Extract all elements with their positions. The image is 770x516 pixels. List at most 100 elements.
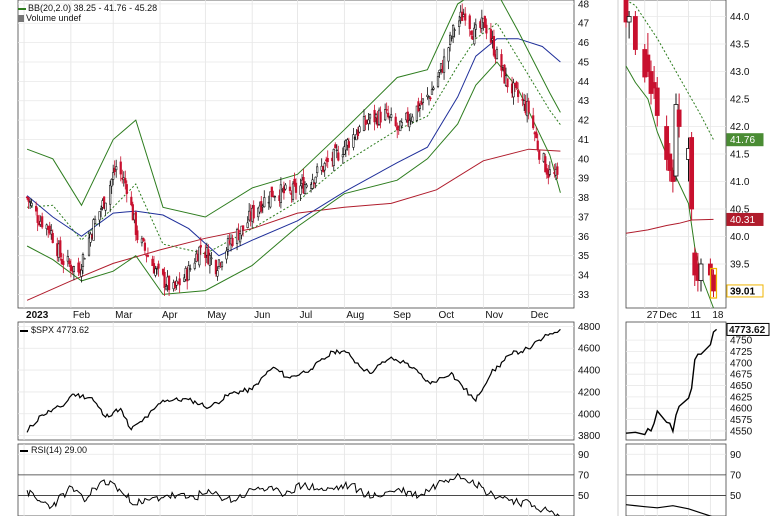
candle-body [220, 261, 224, 268]
zoom-spx-plot [625, 328, 718, 436]
y-tick-label: 4600 [730, 404, 753, 415]
spx-badge-label: 4773.62 [729, 325, 766, 336]
candle-body [408, 120, 411, 128]
price-badge-41-76 [726, 133, 764, 147]
price-badge-label: 41.76 [730, 135, 755, 146]
y-tick-label: 36 [578, 232, 590, 243]
zoom-candle-body [676, 109, 682, 127]
zoom-rsi-plot [625, 504, 713, 516]
bb-legend: BB(20,2.0) 38.25 - 41.76 - 45.28 [18, 3, 157, 13]
y-tick-label: 45 [578, 57, 590, 68]
candle-body [432, 87, 435, 90]
candle-body [452, 25, 455, 37]
candle-body [341, 154, 344, 158]
candle-body [87, 237, 91, 256]
candle-body [343, 146, 346, 155]
overlay-ma-short [26, 38, 561, 257]
y-tick-label: 4675 [730, 370, 753, 381]
candle-body [303, 184, 307, 194]
candle-body [131, 204, 134, 221]
y-tick-label: 46 [578, 38, 590, 49]
zoom-overlay-ma-long [625, 218, 714, 234]
candle-body [72, 266, 76, 272]
candle-body [468, 15, 471, 29]
candle-body [503, 64, 506, 84]
candle-body [140, 238, 143, 244]
candle-body [334, 144, 337, 149]
candle-body [62, 260, 65, 265]
candle-body [80, 269, 83, 277]
candle-body [291, 183, 295, 200]
y-tick-label: 42 [578, 116, 590, 127]
candle-body [544, 156, 547, 173]
candle-body [418, 105, 421, 109]
y-tick-label: 38 [578, 193, 590, 204]
y-tick-label: 39.5 [730, 260, 750, 271]
candle-body [316, 166, 319, 174]
x-tick-label: Oct [439, 310, 455, 321]
y-tick-label: 44 [578, 77, 590, 88]
candle-body [415, 105, 418, 121]
candle-body [379, 111, 382, 123]
candle-body [390, 114, 393, 118]
x-tick-label: Feb [73, 310, 91, 321]
y-tick-label: 4650 [730, 381, 753, 392]
candle-body [66, 256, 69, 262]
y-tick-label: 40.5 [730, 205, 750, 216]
candle-body [473, 27, 476, 45]
spx-legend: $SPX 4773.62 [20, 325, 89, 335]
y-tick-label: 41 [578, 135, 590, 146]
y-tick-label: 4550 [730, 426, 753, 437]
candle-body [288, 186, 292, 191]
candle-body [485, 24, 488, 34]
candle-body [125, 184, 128, 195]
y-tick-label: 90 [578, 450, 590, 461]
candle-body [151, 258, 154, 266]
main-price-panel [17, 0, 575, 309]
y-tick-label: 44.0 [730, 12, 750, 23]
candle-body [532, 115, 535, 129]
main-rsi-plot [26, 473, 561, 516]
y-tick-label: 48 [578, 0, 590, 10]
spx-legend-label: $SPX 4773.62 [31, 325, 90, 335]
candle-body [98, 211, 101, 221]
candle-body [187, 265, 190, 281]
bb-legend-label: BB(20,2.0) 38.25 - 41.76 - 45.28 [28, 3, 158, 13]
candle-body [163, 271, 166, 288]
candle-body [282, 186, 286, 194]
candle-body [143, 242, 147, 251]
x-tick-label: Nov [485, 310, 503, 321]
x-tick-label: Jul [300, 310, 313, 321]
candle-body [436, 76, 440, 87]
candle-body [458, 20, 461, 27]
candle-body [489, 29, 493, 43]
x-tick-label: Apr [162, 310, 178, 321]
candle-body [449, 34, 452, 45]
candle-body [216, 270, 219, 277]
candle-body [299, 185, 302, 195]
candle-body [48, 225, 51, 234]
candle-body [225, 250, 228, 260]
main-spx-plot [26, 328, 561, 433]
zoom-candle-body [698, 263, 704, 281]
zoom-candle-body [632, 16, 638, 50]
candle-body [238, 232, 242, 243]
candle-body [426, 94, 429, 97]
candle-body [152, 263, 156, 274]
y-tick-label: 90 [730, 450, 742, 461]
candle-body [119, 161, 122, 175]
candle-body [536, 140, 539, 150]
candle-body [323, 163, 326, 171]
candle-body [41, 216, 44, 228]
spx-line [26, 328, 561, 433]
price-badge-label: 40.31 [730, 215, 755, 226]
candle-body [134, 212, 137, 235]
candle-body [130, 196, 133, 206]
y-tick-label: 40 [578, 154, 590, 165]
y-tick-label: 50 [730, 491, 742, 502]
candle-body [89, 233, 92, 243]
main-spx-panel [17, 321, 575, 441]
candle-body [483, 16, 486, 28]
candle-body [50, 230, 53, 235]
candle-body [157, 263, 160, 269]
